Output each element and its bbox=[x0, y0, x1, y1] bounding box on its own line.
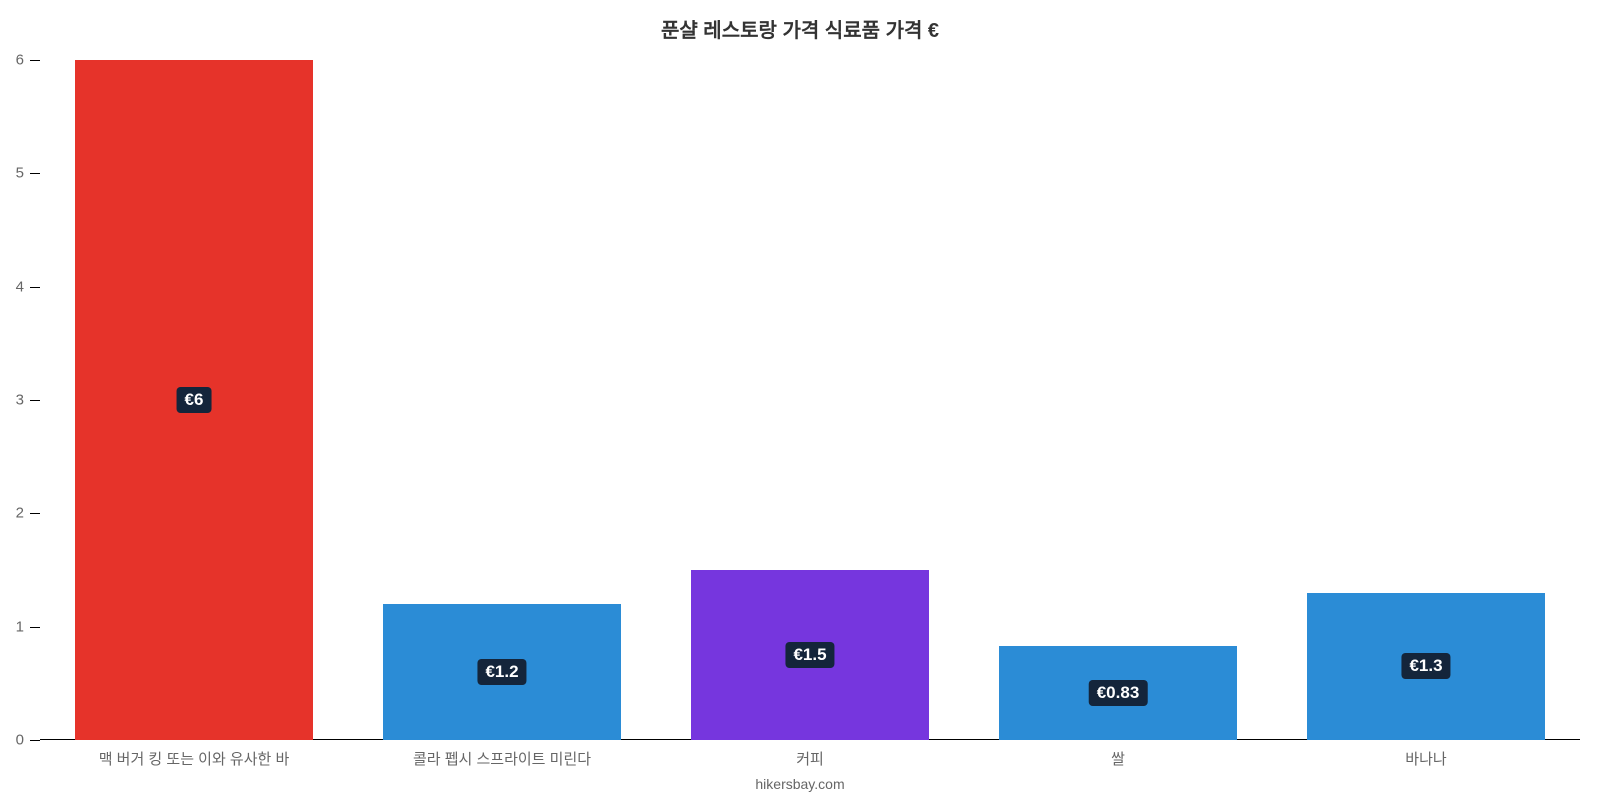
plot-area: 0123456€6맥 버거 킹 또는 이와 유사한 바€1.2콜라 펩시 스프라… bbox=[40, 60, 1580, 740]
ytick-stub bbox=[30, 627, 40, 628]
bar-value-label: €1.5 bbox=[785, 642, 834, 668]
ytick-stub bbox=[30, 173, 40, 174]
ytick-label: 1 bbox=[16, 618, 24, 635]
ytick-label: 2 bbox=[16, 505, 24, 522]
category-label: 커피 bbox=[796, 748, 824, 769]
ytick-label: 0 bbox=[16, 732, 24, 749]
ytick-stub bbox=[30, 287, 40, 288]
ytick-stub bbox=[30, 513, 40, 514]
bar-value-label: €1.3 bbox=[1401, 653, 1450, 679]
ytick-stub bbox=[30, 740, 40, 741]
category-label: 콜라 펩시 스프라이트 미린다 bbox=[413, 748, 591, 769]
chart-footer: hikersbay.com bbox=[0, 776, 1600, 792]
category-label: 맥 버거 킹 또는 이와 유사한 바 bbox=[99, 748, 290, 769]
category-label: 바나나 bbox=[1405, 748, 1446, 769]
ytick-stub bbox=[30, 400, 40, 401]
ytick-label: 5 bbox=[16, 165, 24, 182]
bar-value-label: €6 bbox=[177, 387, 212, 413]
category-label: 쌀 bbox=[1111, 748, 1125, 769]
ytick-stub bbox=[30, 60, 40, 61]
bar-value-label: €1.2 bbox=[477, 659, 526, 685]
ytick-label: 3 bbox=[16, 392, 24, 409]
bar-value-label: €0.83 bbox=[1089, 680, 1148, 706]
chart-title: 푼샬 레스토랑 가격 식료품 가격 € bbox=[0, 14, 1600, 43]
ytick-label: 4 bbox=[16, 278, 24, 295]
ytick-label: 6 bbox=[16, 52, 24, 69]
